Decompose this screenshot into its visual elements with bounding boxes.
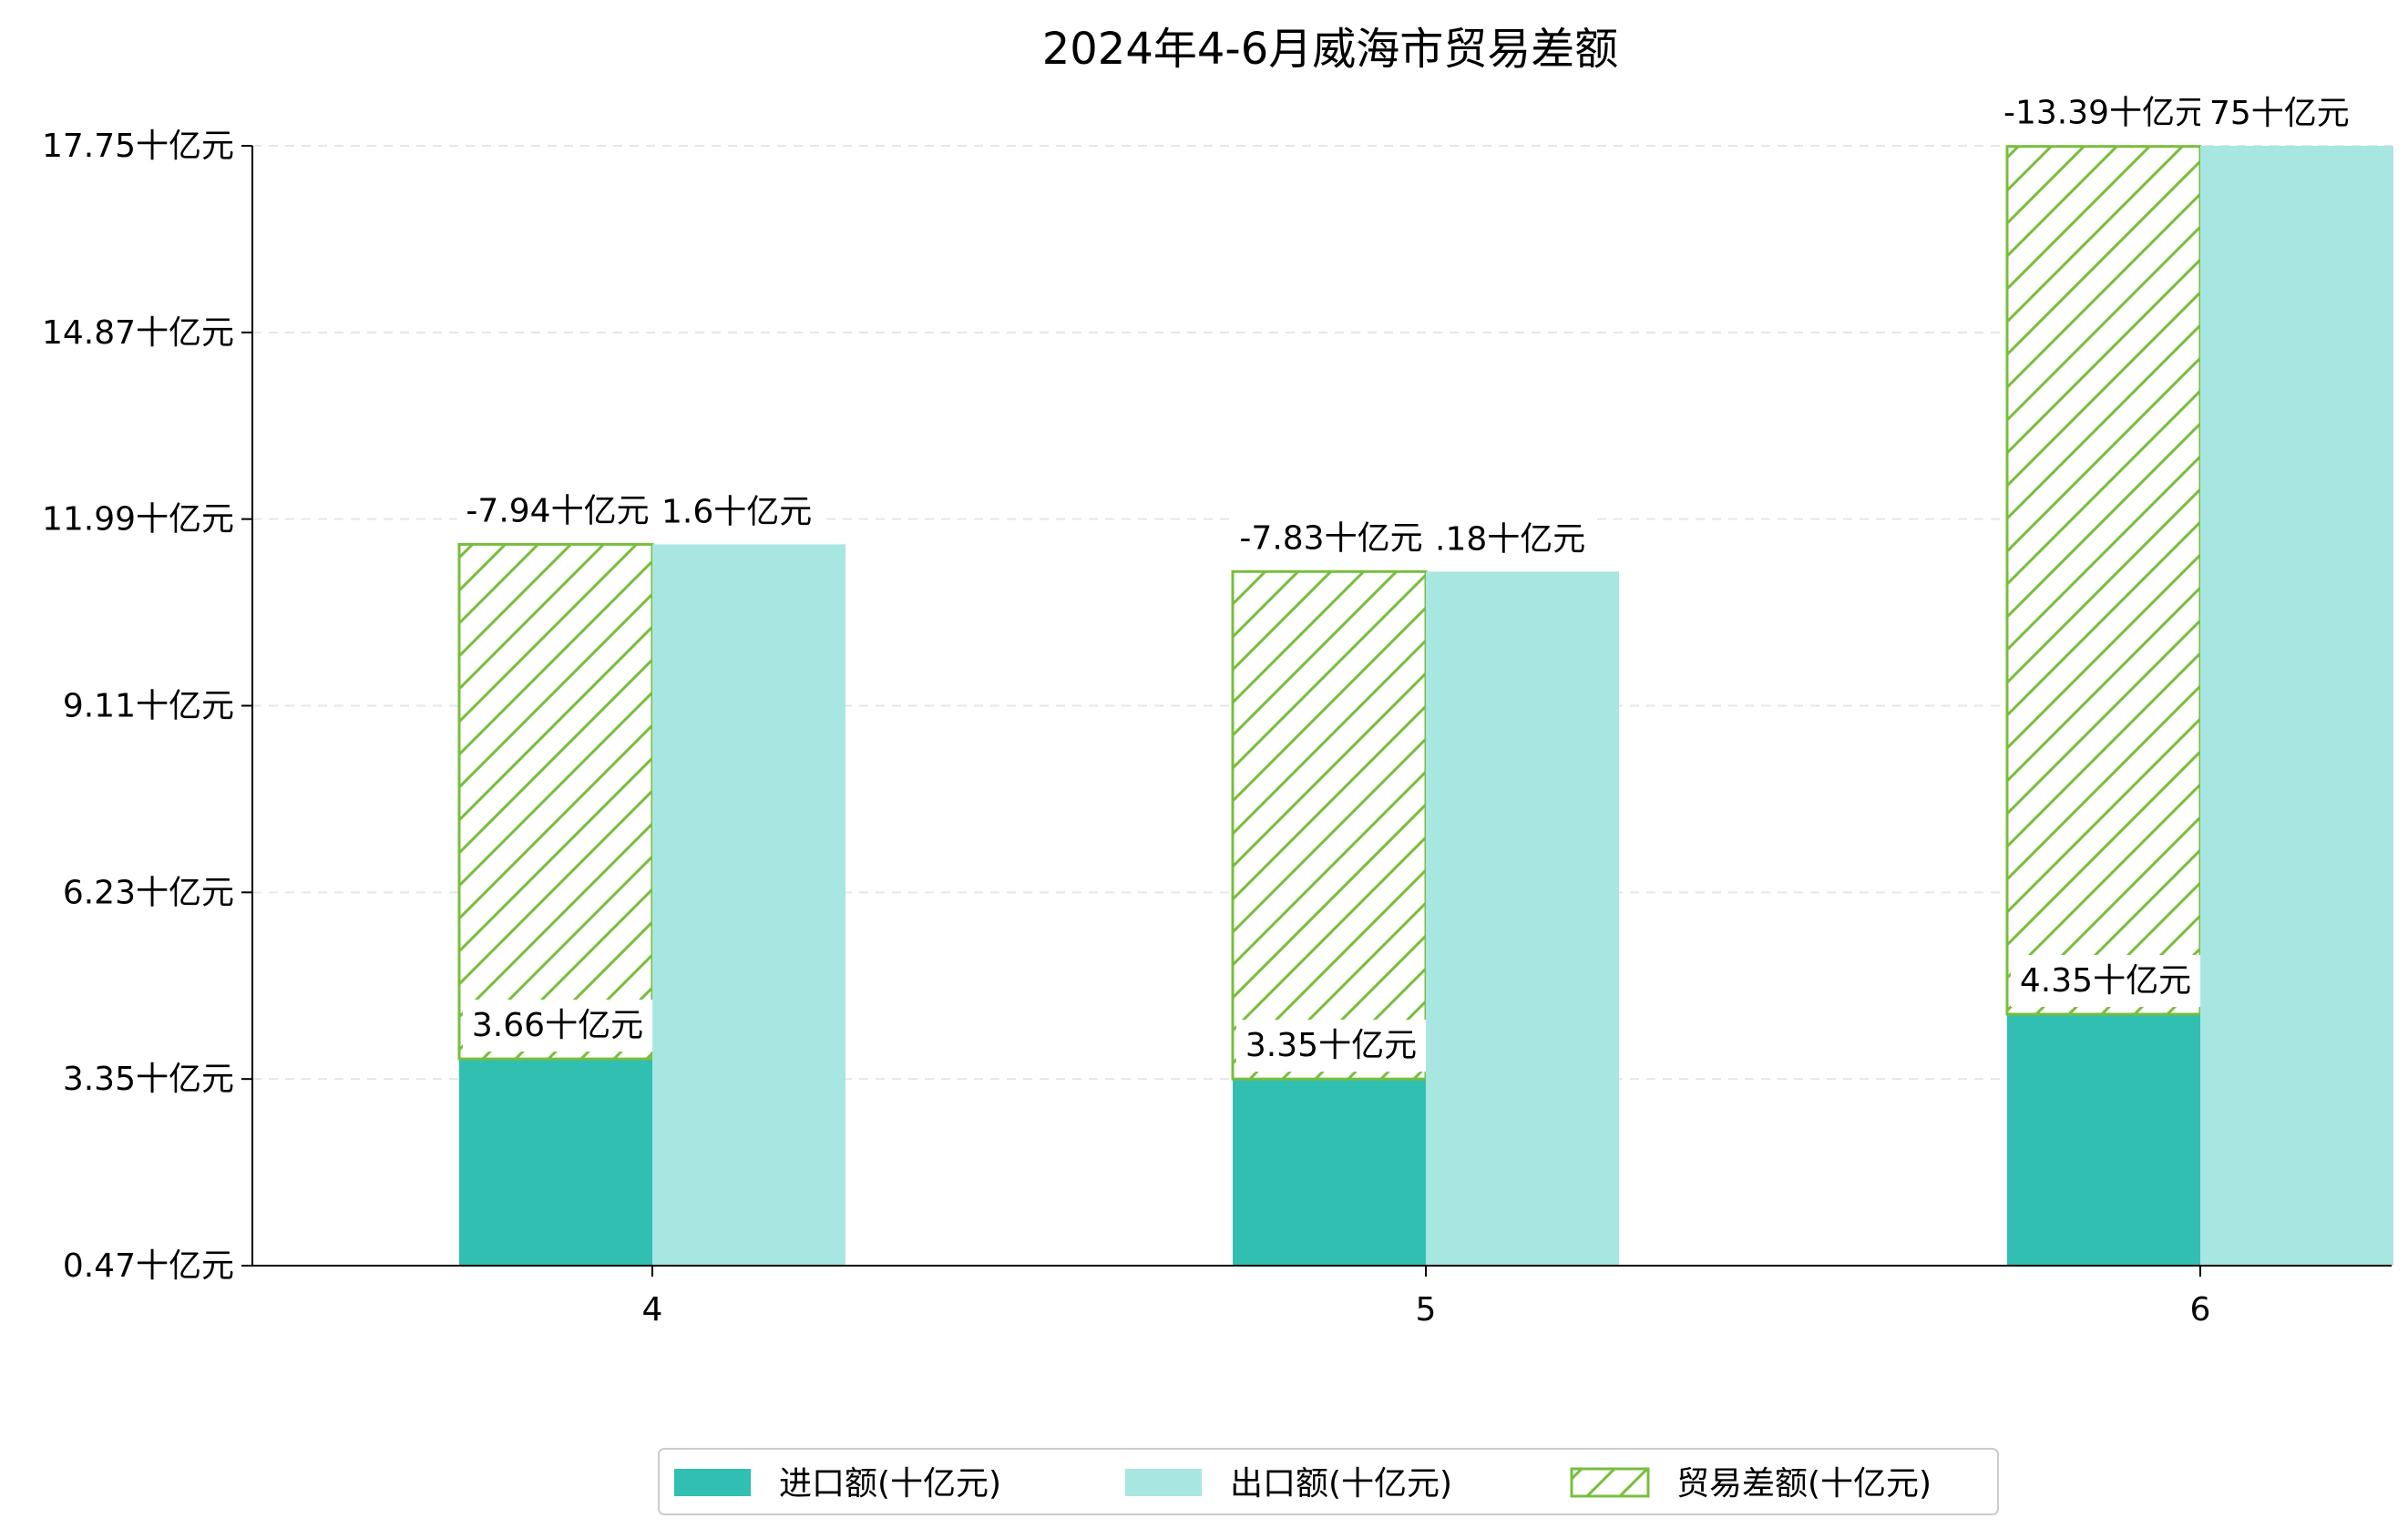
data-labels: -7.94十亿元 1.6十亿元 3.66十亿元 -7.83十亿元 .18十亿元 3.35十… xyxy=(456,87,2359,1072)
export-bar xyxy=(1426,571,1619,1266)
legend-swatch xyxy=(1570,1467,1650,1498)
import-bar xyxy=(1233,1079,1426,1266)
import-value-label-background xyxy=(2010,955,2201,1008)
import-value-label-background xyxy=(1235,1020,1427,1072)
export-bar xyxy=(652,544,845,1266)
import-value-label-group: 3.66十亿元 xyxy=(462,1000,653,1052)
import-value-label-background xyxy=(462,1000,653,1052)
balance-value-label: -7.83十亿元 xyxy=(1239,519,1422,557)
import-value-label: 3.66十亿元 xyxy=(472,1007,643,1044)
legend-swatch xyxy=(1125,1469,1202,1496)
balance-bar xyxy=(2005,145,2202,1016)
balance-value-label: -13.39十亿元 xyxy=(2003,95,2208,132)
import-bar xyxy=(459,1059,652,1266)
x-tick-label: 6 xyxy=(2190,1291,2211,1329)
import-value-label-group: 4.35十亿元 xyxy=(2010,955,2201,1008)
balance-value-label-group: -7.83十亿元 xyxy=(1230,512,1432,565)
balance-bar xyxy=(1231,569,1428,1081)
y-tick-label: 9.11十亿元 xyxy=(63,688,234,725)
legend-label: 贸易差额(十亿元) xyxy=(1676,1465,1932,1503)
balance-bar xyxy=(457,542,654,1061)
export-value-label-background xyxy=(652,486,822,539)
export-value-label-background xyxy=(2200,87,2359,139)
y-tick-label: 14.87十亿元 xyxy=(42,314,234,352)
import-bar xyxy=(2007,1014,2200,1266)
chart-title: 2024年4-6月威海市贸易差额 xyxy=(1042,24,1619,75)
legend-box xyxy=(658,1448,1999,1515)
export-value-label: 1.6十亿元 xyxy=(661,493,812,530)
import-value-label: 4.35十亿元 xyxy=(2020,962,2191,1000)
bars xyxy=(457,145,2393,1266)
balance-value-label-background xyxy=(1230,512,1432,565)
export-value-label-group: 1.6十亿元 xyxy=(652,486,822,539)
export-value-label: .18十亿元 xyxy=(1435,520,1585,558)
export-value-label: 75十亿元 xyxy=(2209,95,2350,132)
y-tick-label: 17.75十亿元 xyxy=(42,128,234,165)
y-tick-label: 11.99十亿元 xyxy=(42,501,234,539)
export-bar xyxy=(2200,146,2393,1266)
legend-label: 进口额(十亿元) xyxy=(779,1465,1001,1503)
y-tick-label: 3.35十亿元 xyxy=(63,1061,234,1098)
axes: 0.47十亿元 3.35十亿元 6.23十亿元 9.11十亿元 11.99十亿元 14.8… xyxy=(42,128,2392,1329)
legend-swatch xyxy=(674,1469,751,1496)
legend: 进口额(十亿元) 出口额(十亿元) 贸易差额(十亿元) xyxy=(658,1448,1999,1515)
y-tick-label: 0.47十亿元 xyxy=(63,1247,234,1285)
x-tick-label: 4 xyxy=(642,1291,663,1329)
balance-value-label-background xyxy=(1993,87,2218,139)
balance-value-label-group: -7.94十亿元 xyxy=(456,485,659,538)
export-value-label-background xyxy=(1426,513,1595,566)
balance-value-label-background xyxy=(456,485,659,538)
balance-value-label: -7.94十亿元 xyxy=(466,492,649,529)
y-tick-label: 6.23十亿元 xyxy=(63,874,234,911)
export-value-label-group: .18十亿元 xyxy=(1426,513,1595,566)
import-value-label: 3.35十亿元 xyxy=(1245,1027,1417,1064)
import-value-label-group: 3.35十亿元 xyxy=(1235,1020,1427,1072)
x-tick-label: 5 xyxy=(1416,1291,1437,1329)
export-value-label-group: 75十亿元 xyxy=(2200,87,2359,139)
legend-label: 出口额(十亿元) xyxy=(1230,1465,1452,1503)
balance-value-label-group: -13.39十亿元 xyxy=(1993,87,2218,139)
